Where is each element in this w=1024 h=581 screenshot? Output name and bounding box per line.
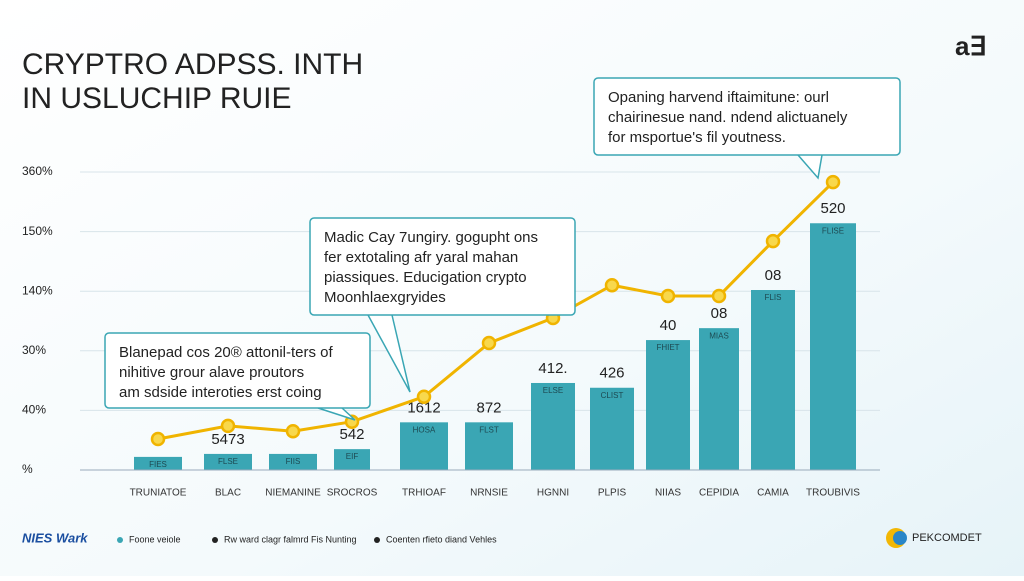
callout-text: am sdside interoties erst coing — [119, 384, 322, 401]
bar — [269, 453, 317, 470]
bar-inner-label: MIAS — [709, 331, 729, 340]
data-label: 872 — [476, 399, 501, 416]
callout-text: for msportue's fil youtness. — [608, 129, 786, 146]
data-label: 412. — [538, 360, 567, 377]
chart-title: CRYPTRO ADPSS. INTH — [22, 48, 363, 81]
data-label: 08 — [711, 305, 728, 322]
data-label: 40 — [660, 317, 677, 334]
bar-inner-label: FLSE — [218, 457, 238, 466]
data-label: 542 — [339, 426, 364, 443]
bar-inner-label: EIF — [346, 452, 359, 461]
y-tick-label: % — [22, 462, 33, 476]
line-marker — [660, 288, 676, 304]
bar — [531, 382, 575, 470]
bar — [134, 456, 182, 470]
data-label: 08 — [765, 267, 782, 284]
line — [157, 181, 835, 441]
bar-inner-label: FIES — [149, 460, 167, 469]
callout-box — [104, 332, 371, 409]
line-marker — [711, 288, 727, 304]
data-label: 1612 — [407, 399, 440, 416]
data-label: 520 — [820, 200, 845, 217]
logo: a∃ — [955, 31, 986, 61]
bar — [590, 387, 634, 470]
bar-inner-label: FLIS — [765, 293, 782, 302]
bar — [699, 328, 739, 470]
legend-label: Coenten rfieto diand Vehles — [386, 534, 497, 544]
callout-box — [309, 217, 576, 316]
data-label: 426 — [599, 365, 624, 382]
callout-box — [593, 77, 901, 156]
callout-pointer — [317, 407, 356, 421]
bar-inner-label: FLST — [479, 425, 499, 434]
legend-swatch — [117, 537, 123, 543]
callout-text: Madic Cay 7ungiry. gogupht ons — [324, 229, 538, 246]
x-tick-label: NIEMANINE — [265, 488, 321, 499]
x-tick-label: CEPIDIA — [699, 488, 739, 499]
y-tick-label: 360% — [22, 164, 53, 178]
bar-inner-label: ELSE — [543, 386, 563, 395]
y-tick-label: 30% — [22, 343, 46, 357]
legend-label: Rw ward clagr falmrd Fis Nunting — [224, 534, 357, 544]
x-tick-label: NRNSIE — [470, 488, 508, 499]
bar — [204, 453, 252, 470]
x-tick-label: NIIAS — [655, 488, 681, 499]
y-tick-label: 150% — [22, 224, 53, 238]
bar-inner-label: HOSA — [413, 425, 436, 434]
legend-swatch — [374, 537, 380, 543]
legend-swatch — [212, 537, 218, 543]
bar — [334, 449, 370, 470]
bar — [646, 340, 690, 470]
x-tick-label: TROUBIVIS — [806, 488, 860, 499]
brand: NIES Wark — [22, 530, 88, 545]
callout-text: Opaning harvend iftaimitune: ourl — [608, 89, 829, 106]
y-tick-label: 140% — [22, 283, 53, 297]
callout-text: nihitive grour alave proutors — [119, 364, 304, 381]
callout-text: piassiques. Educigation crypto — [324, 269, 527, 286]
data-label: 5473 — [211, 431, 244, 448]
bar-inner-label: FHIET — [656, 343, 679, 352]
bar — [810, 223, 856, 470]
legend-label: Foone veiole — [129, 534, 181, 544]
line-marker — [150, 431, 166, 447]
callout-text: fer extotaling afr yaral mahan — [324, 249, 518, 266]
line-marker — [220, 418, 236, 434]
callout-text: Blanepad cos 20® attonil-ters of — [119, 344, 334, 361]
bar-inner-label: FIIS — [286, 457, 301, 466]
x-tick-label: TRHIOAF — [402, 488, 446, 499]
bar — [465, 422, 513, 470]
line-marker — [285, 424, 301, 439]
callout-pointer — [797, 154, 823, 180]
footer-logo-icon — [893, 531, 907, 545]
callout-text: chairinesue nand. ndend alictuanely — [608, 109, 848, 126]
callout-pointer — [367, 314, 411, 393]
callout-text: Moonhlaexgryides — [324, 289, 446, 306]
y-tick-label: 40% — [22, 403, 46, 417]
x-tick-label: SROCROS — [327, 488, 378, 499]
bar — [751, 290, 795, 470]
bar-inner-label: CLIST — [601, 391, 624, 400]
x-tick-label: PLPIS — [598, 488, 627, 499]
bar-inner-label: FLISE — [822, 226, 844, 235]
line-marker — [416, 389, 432, 404]
x-tick-label: BLAC — [215, 488, 241, 499]
footer-logo: PEKCOMDET — [912, 532, 982, 544]
line-marker — [604, 277, 620, 293]
bar — [400, 422, 448, 470]
x-tick-label: CAMIA — [757, 488, 789, 499]
line-marker — [825, 174, 841, 190]
chart-title: IN USLUCHIP RUIE — [22, 82, 292, 115]
x-tick-label: HGNNI — [537, 488, 569, 499]
x-tick-label: TRUNIATOE — [130, 488, 187, 499]
line-marker — [481, 335, 497, 351]
line-marker — [765, 233, 781, 249]
